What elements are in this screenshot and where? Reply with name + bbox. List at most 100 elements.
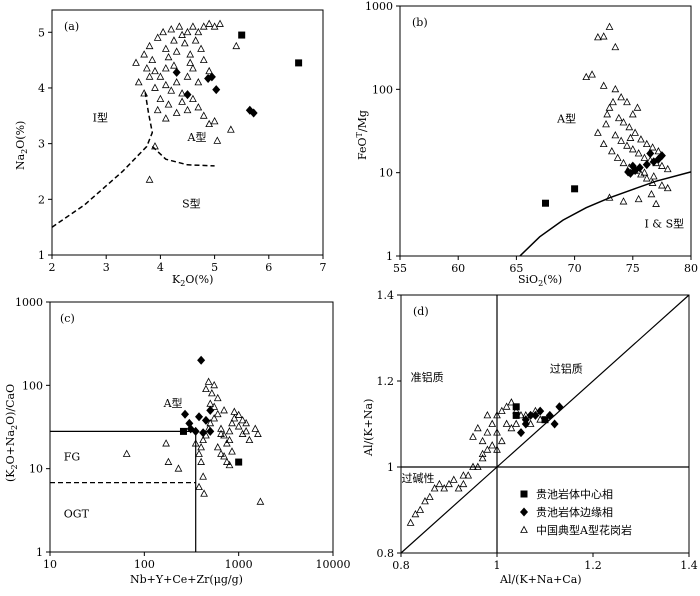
triangle-point [649,172,658,180]
triangle-point [421,497,429,505]
triangle-point [223,439,231,447]
triangle-point [232,41,241,50]
diamond-point [186,424,195,434]
triangle-point [164,52,173,61]
triangle-point [199,111,208,119]
triangle-point [582,72,591,81]
diamond-point [204,73,213,83]
panel-d-label: (d) [413,305,429,318]
panel-c-boundaries [50,430,197,552]
triangle-point [145,72,154,80]
region-label: S型 [182,197,201,211]
triangle-point [205,19,214,27]
square-point [541,416,549,424]
triangle-point [134,78,143,86]
triangle-point [478,454,487,462]
triangle-point [588,70,596,78]
triangle-point [605,22,614,30]
triangle-point [164,457,173,465]
triangle-point [210,22,219,30]
triangle-point [153,33,162,41]
region-label: I & S型 [644,216,684,230]
triangle-point [254,429,262,437]
triangle-point [469,432,477,440]
x-tick-label: 75 [626,262,640,275]
triangle-point [507,423,516,432]
triangle-point [164,100,173,108]
triangle-point [611,131,620,139]
triangle-point [430,484,439,492]
legend-label: 中国典型A型花岗岩 [536,523,632,537]
diamond-point [181,409,190,419]
triangle-point [151,142,159,150]
triangle-point [186,50,195,58]
triangle-point [647,189,656,198]
x-tick-label: 1.4 [680,559,698,572]
triangle-point [633,103,642,111]
triangle-point [178,30,186,38]
triangle-point [183,72,192,80]
triangle-point [611,42,620,51]
triangle-point [186,58,195,66]
panel-b: (b) 55 60 65 70 75 80 1 10 100 1000 A型 I & S型 SiO… [355,0,698,288]
triangle-point [483,411,492,419]
panel-b-xlabel: SiO2(%) [518,273,562,288]
triangle-point [199,472,207,480]
triangle-point [445,479,453,488]
panel-c-y-ticks: 1 10 100 1000 [15,296,50,559]
region-label: 过碱性 [401,471,434,485]
triangle-point [226,125,235,133]
diamond-point [526,410,535,420]
triangle-point [230,407,239,415]
y-tick-label: 10 [379,167,393,180]
region-label: FG [64,451,80,464]
triangle-point [483,428,492,436]
triangle-point [469,462,477,470]
region-label: OGT [64,507,90,520]
triangle-point [625,122,634,131]
triangle-point [238,416,247,424]
legend-diamond-marker [520,507,528,517]
triangle-point [234,422,243,430]
triangle-point [175,22,184,30]
triangle-point [619,158,628,167]
triangle-point [478,449,487,458]
triangle-point [497,406,506,415]
region-label: I型 [93,110,108,124]
triangle-point [195,449,203,457]
triangle-point [191,439,200,447]
y-tick-label: 1000 [15,296,43,309]
panel-a-frame [51,9,324,256]
legend-square-marker [520,490,528,498]
triangle-point [478,436,487,445]
triangle-point [648,143,657,151]
triangle-point [216,19,224,27]
triangle-point [230,414,239,422]
triangle-point [167,86,176,94]
triangle-point [206,399,215,407]
triangle-point [631,128,639,136]
triangle-point [594,33,602,41]
triangle-point [640,153,649,161]
x-tick-label: 1000 [225,558,253,571]
triangle-point [205,119,214,128]
y-tick-label: 1 [36,546,43,559]
square-point [571,185,579,193]
triangle-point [170,36,178,44]
square-point [295,59,303,67]
triangle-point [652,199,660,207]
diamond-point [628,161,637,171]
triangle-point [194,78,203,86]
panel-d-frame [400,294,690,554]
panel-b-x-ticks: 55 60 65 70 75 80 [393,256,698,275]
triangle-point [145,41,154,50]
triangle-point [440,484,449,492]
triangle-point [213,409,222,418]
triangle-point [162,439,170,447]
triangle-point [473,462,482,470]
square-point [179,427,187,435]
x-tick-label: 2 [49,261,56,274]
